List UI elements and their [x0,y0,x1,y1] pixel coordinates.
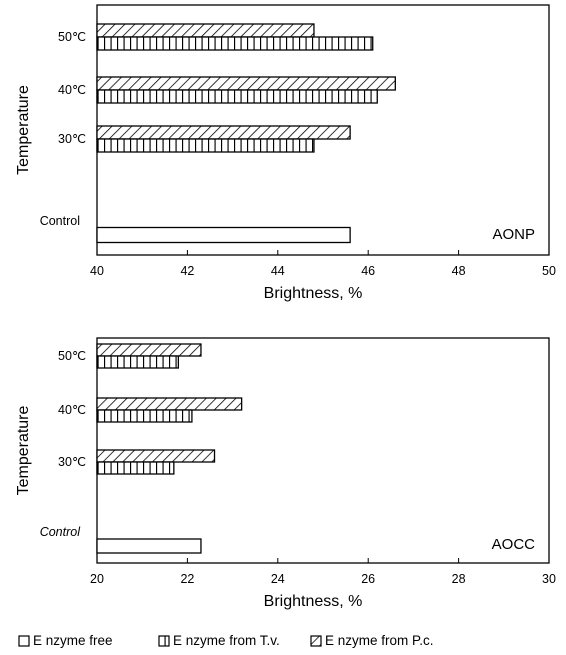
y-axis-label: Temperature [15,85,32,175]
x-tick-label: 46 [361,264,375,278]
x-axis-label: Brightness, % [264,285,363,302]
vertical-hatch-icon [158,635,170,647]
bar-enzyme-pc [96,449,216,463]
x-tick-label: 20 [90,572,104,586]
x-tick-label: 40 [90,264,104,278]
x-axis-label: Brightness, % [264,593,363,610]
bar-enzyme-pc [96,76,396,91]
diagonal-hatch-icon [310,635,322,647]
panel-label: AONP [492,226,535,243]
bar-enzyme-free [96,538,202,554]
legend-item-enzyme-tv: E nzyme from T.v. [158,633,280,648]
legend-item-enzyme-free: E nzyme free [18,633,113,648]
panel-label: AOCC [492,536,536,553]
legend-label: E nzyme from T.v. [173,633,280,648]
y-category-label: 30℃ [58,455,86,469]
y-axis-label: Temperature [15,405,32,495]
bar-enzyme-pc [96,23,315,38]
x-tick-label: 42 [180,264,194,278]
x-tick-label: 44 [271,264,285,278]
x-tick-label: 26 [361,572,375,586]
bar-enzyme-tv [96,355,180,369]
bar-enzyme-tv [96,461,175,475]
legend-item-enzyme-pc: E nzyme from P.c. [310,633,434,648]
y-category-label: 40℃ [58,83,86,97]
bar-enzyme-free [96,226,351,244]
bar-enzyme-tv [96,89,378,104]
x-tick-label: 50 [542,264,556,278]
x-tick-label: 30 [542,572,556,586]
aonp-chart-panel: 40 42 44 46 48 50 Brightness, % Temperature Cont… [15,4,556,302]
x-tick-label: 48 [452,264,466,278]
y-category-label: 30℃ [58,132,86,146]
y-category-label: Control [40,214,80,228]
y-category-label: 50℃ [58,349,86,363]
legend-label: E nzyme free [33,633,113,648]
bar-enzyme-pc [96,125,351,140]
chart-legend: E nzyme free E nzyme from T.v. E nzyme f… [18,633,563,653]
x-tick-label: 22 [180,572,194,586]
y-category-label: Control [40,525,82,539]
bar-enzyme-pc [96,343,202,357]
bar-enzyme-pc [96,397,243,411]
empty-box-icon [18,635,30,647]
bar-enzyme-tv [96,36,374,51]
legend-label: E nzyme from P.c. [325,633,434,648]
y-category-label: 50℃ [58,30,86,44]
bar-enzyme-tv [96,409,193,423]
bar-enzyme-tv [96,138,315,153]
x-tick-label: 24 [271,572,285,586]
y-category-label: 40℃ [58,403,86,417]
x-tick-label: 28 [452,572,466,586]
figure-canvas: 40 42 44 46 48 50 Brightness, % Temperature Cont… [15,4,556,610]
aocc-chart-panel: 20 22 24 26 28 30 Brightness, % Temperature Cont… [15,337,556,610]
